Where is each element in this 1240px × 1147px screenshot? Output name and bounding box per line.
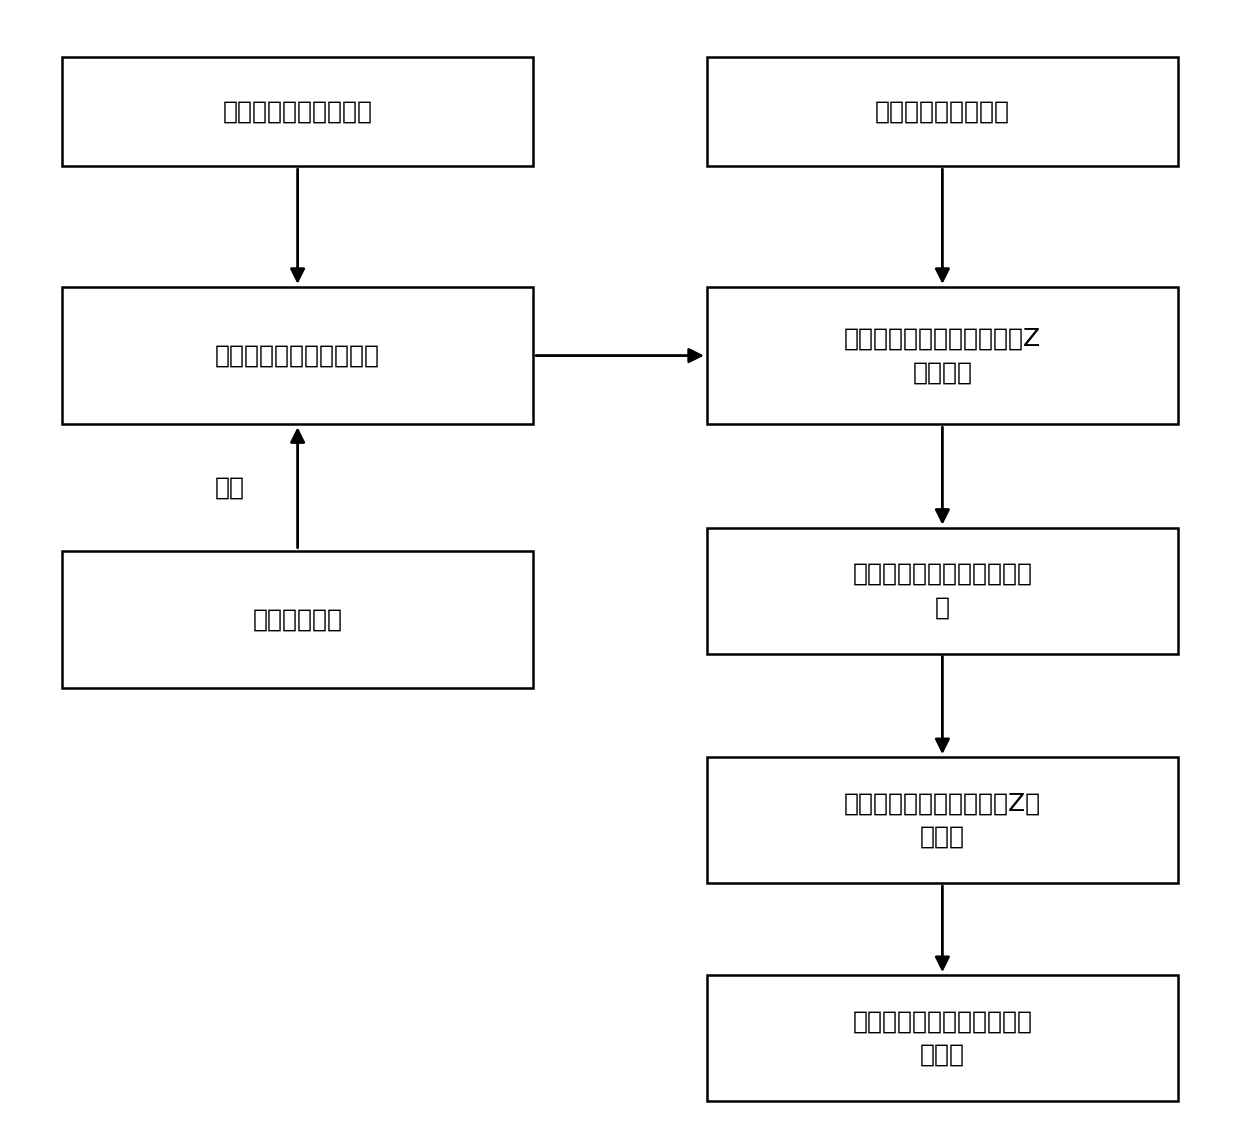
Text: 确定基板约束点的坐标值: 确定基板约束点的坐标值 <box>215 344 381 367</box>
FancyBboxPatch shape <box>62 57 533 166</box>
Text: 构建基板打印面积的三维曲
面: 构建基板打印面积的三维曲 面 <box>852 562 1033 619</box>
Text: 计算当前打印基板位置的Z轴
坐标值: 计算当前打印基板位置的Z轴 坐标值 <box>844 791 1040 849</box>
Text: 测量: 测量 <box>215 476 244 499</box>
Text: 补偿当前打印基板位置的喷
射高度: 补偿当前打印基板位置的喷 射高度 <box>852 1009 1033 1067</box>
FancyBboxPatch shape <box>707 528 1178 654</box>
FancyBboxPatch shape <box>707 975 1178 1101</box>
Text: 测量检测设备: 测量检测设备 <box>253 608 342 631</box>
FancyBboxPatch shape <box>707 57 1178 166</box>
FancyBboxPatch shape <box>62 551 533 688</box>
FancyBboxPatch shape <box>62 287 533 424</box>
Text: 构建平面四边形网格: 构建平面四边形网格 <box>875 100 1009 124</box>
FancyBboxPatch shape <box>707 757 1178 883</box>
Text: 确定基板约束点的数量: 确定基板约束点的数量 <box>223 100 372 124</box>
FancyBboxPatch shape <box>707 287 1178 424</box>
Text: 确定平面四边形网格顶点的Z
轴坐标值: 确定平面四边形网格顶点的Z 轴坐标值 <box>844 327 1040 384</box>
